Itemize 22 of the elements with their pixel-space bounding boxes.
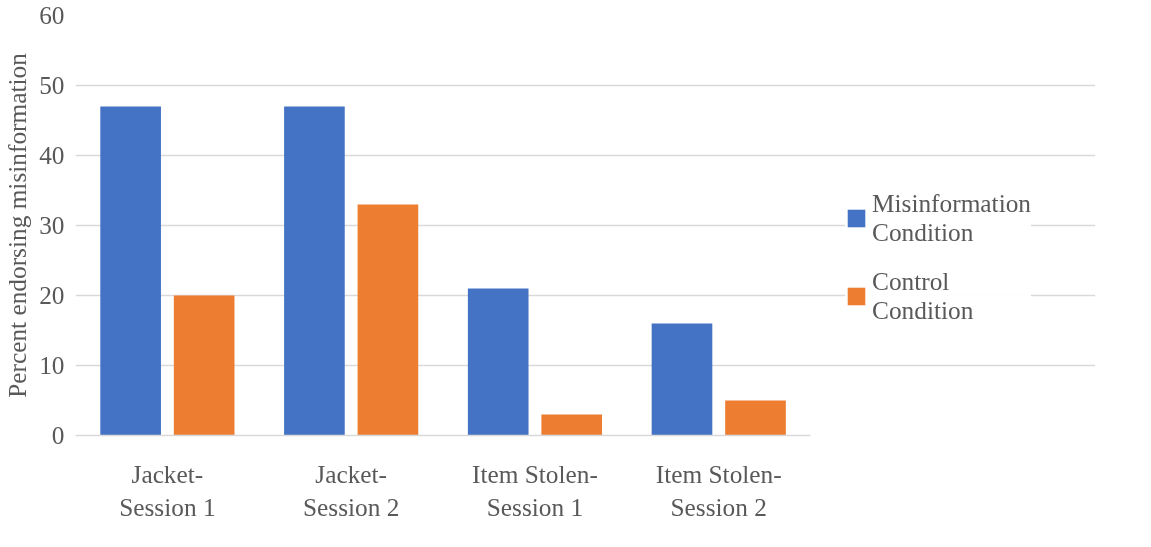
y-tick-label: 10: [39, 351, 65, 379]
bar: [100, 106, 161, 436]
legend-label: Control Condition: [872, 267, 975, 325]
y-tick-label: 40: [39, 141, 65, 169]
bar: [357, 204, 419, 436]
bar: [725, 400, 786, 436]
legend-label: Misinformation Condition: [872, 189, 1031, 247]
y-tick-label: 20: [39, 281, 65, 309]
y-tick-label: 60: [39, 1, 65, 29]
x-tick-label: Jacket- Session 2: [302, 459, 400, 522]
bar: [173, 295, 235, 436]
bar: [541, 414, 603, 436]
x-tick-label: Item Stolen- Session 1: [472, 459, 598, 522]
y-tick-label: 30: [39, 211, 65, 239]
bar: [651, 323, 713, 436]
x-tick-label: Item Stolen- Session 2: [655, 459, 782, 522]
x-tick-label: Jacket- Session 1: [119, 459, 216, 522]
y-tick-label: 0: [51, 421, 65, 449]
bar: [284, 106, 345, 436]
y-axis-title: Percent endorsing misinformation: [3, 52, 32, 398]
bar: [467, 288, 529, 436]
y-tick-label: 50: [39, 71, 65, 99]
